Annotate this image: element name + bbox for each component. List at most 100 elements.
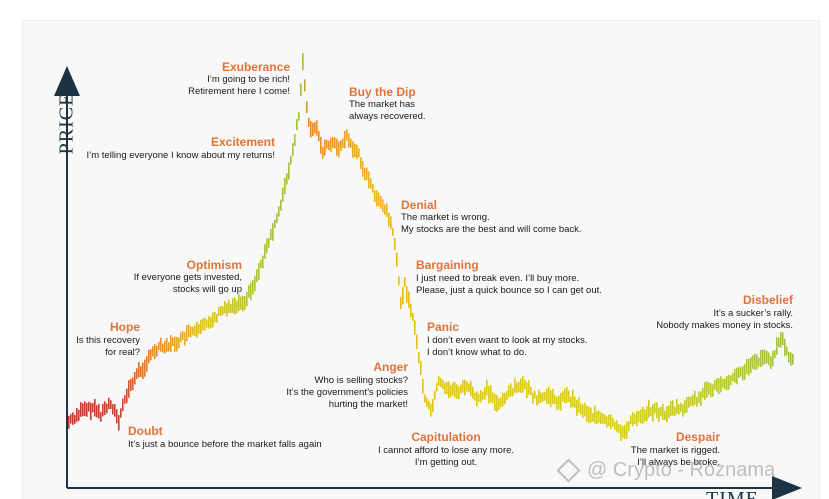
price-bar [784,338,786,357]
price-bar [782,332,784,346]
price-bar [220,305,222,316]
price-bar [424,394,426,403]
price-bar [96,405,98,418]
price-bar [288,162,290,180]
price-bar [406,286,408,303]
price-bar [590,407,592,423]
price-bar [506,391,508,401]
price-bar [672,400,674,416]
price-bar [90,402,92,421]
price-bar [626,421,628,439]
price-bar [628,420,630,432]
price-bar [398,276,400,286]
price-bar [238,294,240,311]
price-bar [82,403,84,417]
stage-panic-text: I don’t even want to look at my stocks. … [427,335,588,358]
price-bar [668,405,670,419]
price-bar [754,353,756,370]
price-bar [696,396,698,407]
price-bar [388,212,390,227]
price-bar [658,407,660,423]
price-bar [496,395,498,412]
price-bar [108,397,110,410]
price-bar [744,364,746,380]
price-bar [598,410,600,423]
price-bar [758,357,760,367]
price-bar [360,157,362,170]
price-bar [340,140,342,151]
price-bar [712,384,714,397]
price-bar [588,406,590,423]
price-bar [172,337,174,346]
price-bar [304,79,306,92]
stage-denial-title: Denial [401,198,438,212]
price-bar [318,131,320,142]
price-bar [508,385,510,398]
price-bar [688,396,690,408]
price-bar [466,381,468,392]
price-bar [170,335,172,353]
price-bar [370,178,372,189]
price-bar [780,331,782,348]
price-bar [750,357,752,374]
price-bar [94,398,96,417]
price-bar [736,367,738,385]
price-bar [102,403,104,417]
price-bar [600,412,602,424]
price-bar [228,299,230,313]
price-bar [208,316,210,329]
price-bar [686,396,688,413]
price-bar [154,344,156,360]
price-bar [480,390,482,403]
price-bar [298,112,300,121]
price-bar [224,301,226,314]
price-bar [296,119,298,131]
price-bar [202,318,204,331]
price-bar [142,362,144,380]
price-bar [760,350,762,368]
price-bar [186,324,188,342]
price-bar [460,384,462,394]
price-bar [126,388,128,404]
price-bar [740,367,742,377]
price-bar [372,184,374,193]
price-bar [532,392,534,404]
price-bar [98,403,100,419]
price-bar [310,120,312,138]
stage-doubt-text: It’s just a bounce before the market fal… [128,439,322,450]
price-bar [176,336,178,352]
price-bar [78,409,80,421]
price-bar [364,167,366,181]
price-bar [432,399,434,413]
price-bar [248,285,250,298]
price-bar [438,376,440,386]
price-bar [336,138,338,156]
price-bar [118,415,120,431]
price-bar [526,382,528,398]
price-bar [366,167,368,180]
price-bar [134,371,136,385]
price-bar [676,398,678,414]
price-bar [146,356,148,372]
price-bar [632,411,634,427]
price-bar [408,291,410,308]
price-bar [458,386,460,400]
price-bar [440,377,442,387]
price-bar [592,413,594,422]
price-bar [646,406,648,422]
price-bar [270,228,272,240]
price-bar [430,403,432,417]
price-bar [490,385,492,403]
price-bar [92,403,94,413]
price-bar [582,404,584,418]
price-bar [560,393,562,411]
price-bar [368,171,370,189]
price-bar [138,362,140,378]
price-bar [680,402,682,412]
price-bar [130,378,132,392]
price-bar [720,376,722,393]
price-bar [604,414,606,424]
price-bar [484,387,486,400]
price-bar [410,303,412,318]
price-bar [386,203,388,218]
